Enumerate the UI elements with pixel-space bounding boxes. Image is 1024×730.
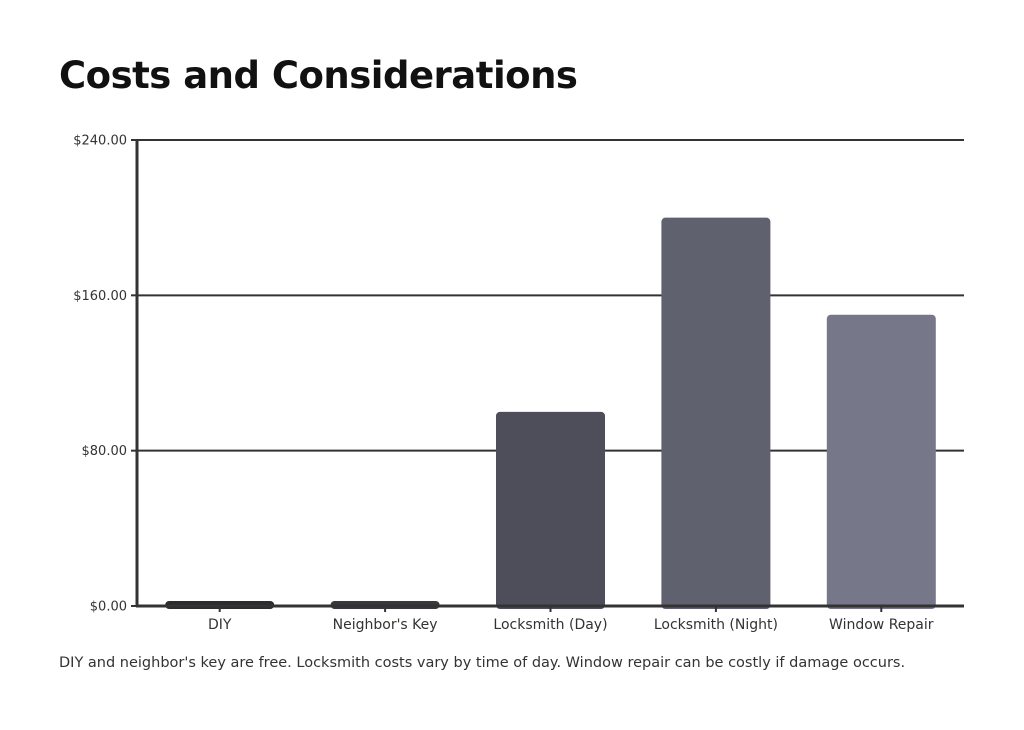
- chart-title: Costs and Considerations: [59, 54, 578, 97]
- y-tick-label: $240.00: [73, 134, 127, 149]
- chart-caption: DIY and neighbor's key are free. Locksmi…: [59, 655, 906, 671]
- x-tick-label: Neighbor's Key: [333, 617, 438, 633]
- bar-2: [496, 411, 605, 609]
- x-tick-label: Locksmith (Day): [493, 617, 607, 633]
- x-tick-label: DIY: [208, 617, 232, 633]
- y-tick-label: $0.00: [90, 600, 127, 615]
- bar-4: [826, 314, 936, 609]
- y-tick-label: $80.00: [82, 444, 128, 459]
- x-tick-label: Locksmith (Night): [654, 617, 778, 633]
- y-tick-label: $160.00: [73, 289, 127, 304]
- x-tick-label: Window Repair: [829, 617, 934, 633]
- bar-3: [661, 217, 771, 609]
- bar-chart: $0.00 $80.00 $160.00 $240.00 DIY Neighbor's K…: [73, 134, 964, 633]
